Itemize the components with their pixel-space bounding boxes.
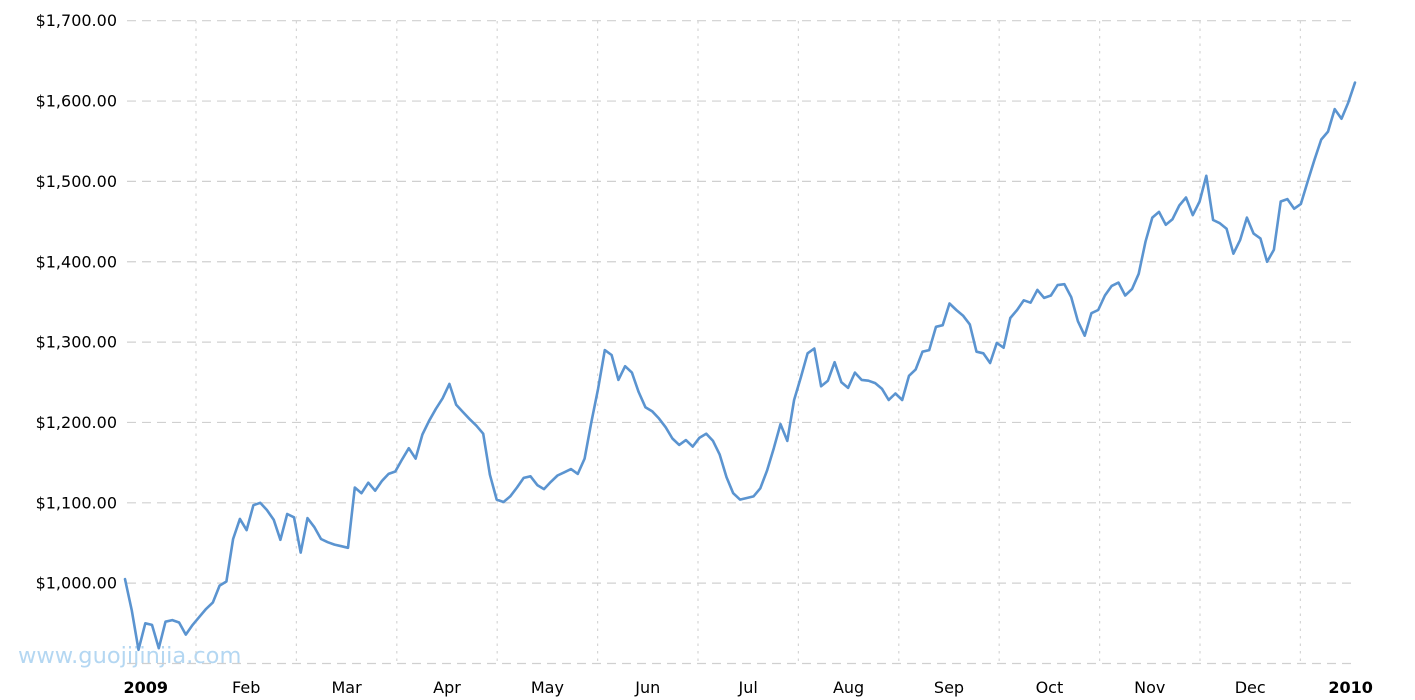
x-tick-label-oct: Oct [1036,678,1064,697]
x-tick-label-jul: Jul [738,678,758,697]
x-tick-label-sep: Sep [934,678,964,697]
x-axis-labels: 2009 Feb Mar Apr May Jun Jul Aug Sep Oct Nov Dec 201… [124,678,1373,697]
x-tick-label-may: May [531,678,564,697]
x-tick-label-apr: Apr [433,678,461,697]
x-tick-label-mar: Mar [332,678,363,697]
y-tick-label: $1,300.00 [36,333,117,352]
watermark: www.guojijinjia.com [18,643,241,669]
y-tick-label: $1,400.00 [36,252,117,271]
horizontal-gridlines [127,20,1357,665]
y-axis-labels: $1,700.00 $1,600.00 $1,500.00 $1,400.00 $1,3… [36,11,117,592]
x-tick-label-2010: 2010 [1328,678,1373,697]
y-tick-label: $1,500.00 [36,172,117,191]
y-tick-label: $1,000.00 [36,574,117,593]
x-tick-label-jun: Jun [634,678,660,697]
x-tick-label-nov: Nov [1134,678,1165,697]
x-tick-label-aug: Aug [833,678,864,697]
vertical-gridlines [195,21,1302,664]
y-tick-label: $1,100.00 [36,493,117,512]
y-tick-label: $1,700.00 [36,11,117,30]
price-line-series [123,81,1357,652]
y-tick-label: $1,200.00 [36,413,117,432]
y-tick-label: $1,600.00 [36,92,117,111]
x-tick-label-dec: Dec [1235,678,1266,697]
x-tick-label-2009: 2009 [124,678,169,697]
x-tick-label-feb: Feb [232,678,260,697]
